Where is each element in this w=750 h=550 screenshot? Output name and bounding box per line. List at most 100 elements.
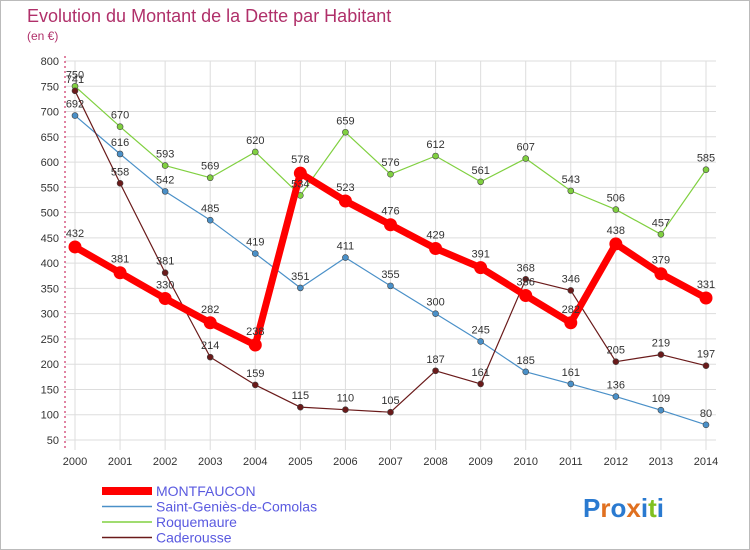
data-point <box>342 254 349 261</box>
data-point <box>522 155 530 162</box>
data-point <box>248 338 262 352</box>
data-point <box>206 353 214 361</box>
data-point <box>71 112 79 119</box>
x-tick-label: 2011 <box>559 456 583 468</box>
data-labels: 692 616 542 485 419 351 411 355 300 245 185 161 136 1… <box>66 69 715 420</box>
x-tick-label: 2002 <box>153 456 177 468</box>
data-label: 110 <box>337 393 355 405</box>
data-point <box>609 237 623 251</box>
data-point <box>522 368 530 376</box>
data-point <box>564 316 578 330</box>
legend-label: Saint-Geniès-de-Comolas <box>156 499 317 515</box>
data-point <box>387 170 394 178</box>
data-point <box>297 403 304 411</box>
data-label: 542 <box>156 174 174 186</box>
data-label: 115 <box>292 390 310 402</box>
data-point <box>116 123 124 130</box>
data-label: 282 <box>562 304 580 316</box>
data-label: 616 <box>111 137 129 149</box>
x-tick-label: 2008 <box>423 456 447 468</box>
data-point <box>477 338 484 345</box>
data-point <box>297 284 304 292</box>
data-point <box>432 152 439 160</box>
data-label: 620 <box>246 135 264 147</box>
data-label: 331 <box>697 279 715 291</box>
x-tick-label: 2001 <box>108 456 132 468</box>
data-label: 534 <box>291 178 309 190</box>
data-label: 80 <box>700 408 712 420</box>
data-label: 576 <box>381 157 399 169</box>
legend-label: Roquemaure <box>156 514 237 530</box>
data-point <box>702 362 710 370</box>
data-label: 381 <box>111 254 129 266</box>
data-label: 607 <box>517 142 535 154</box>
data-point <box>612 206 620 213</box>
data-point <box>702 421 710 429</box>
data-label: 432 <box>66 228 84 240</box>
data-label: 429 <box>426 229 444 241</box>
data-label: 161 <box>471 367 489 379</box>
chart-title: Evolution du Montant de la Dette par Hab… <box>27 6 391 26</box>
x-tick-label: 2005 <box>288 456 312 468</box>
data-label: 438 <box>607 225 625 237</box>
y-tick-label: 650 <box>41 132 59 144</box>
data-point <box>519 288 533 302</box>
y-tick-label: 500 <box>41 208 59 220</box>
data-point <box>203 316 217 330</box>
data-label: 245 <box>471 324 489 336</box>
legend-label: MONTFAUCON <box>156 483 256 499</box>
data-point <box>522 276 530 283</box>
x-tick-label: 2014 <box>694 456 718 468</box>
x-tick-label: 2009 <box>468 456 492 468</box>
data-label: 214 <box>201 340 219 352</box>
data-point <box>657 406 665 414</box>
data-label: 485 <box>201 203 219 215</box>
data-point <box>71 87 79 95</box>
axes: 50 100 150 200 250 300 350 400 450 500 550 600 650 70… <box>41 56 718 468</box>
data-label: 585 <box>697 153 715 165</box>
data-point <box>68 240 82 254</box>
data-label: 750 <box>66 69 84 81</box>
data-point <box>161 188 169 195</box>
data-label: 561 <box>471 165 489 177</box>
data-label: 379 <box>652 255 670 267</box>
data-point <box>657 351 665 358</box>
data-point <box>116 150 124 158</box>
y-tick-label: 600 <box>41 157 59 169</box>
data-point <box>477 380 484 388</box>
data-label: 136 <box>607 380 625 392</box>
grid <box>65 60 716 450</box>
data-label: 670 <box>111 110 129 122</box>
x-tick-label: 2012 <box>604 456 628 468</box>
y-tick-label: 700 <box>41 107 59 119</box>
data-label: 197 <box>697 349 715 361</box>
x-tick-label: 2000 <box>63 456 87 468</box>
data-label: 578 <box>291 154 309 166</box>
data-point <box>567 380 575 388</box>
data-point <box>387 282 394 290</box>
data-label: 543 <box>562 174 580 186</box>
x-tick-label: 2003 <box>198 456 222 468</box>
data-label: 659 <box>336 115 354 127</box>
data-point <box>567 187 575 195</box>
y-tick-label: 200 <box>41 359 59 371</box>
data-point <box>161 162 169 169</box>
x-tick-label: 2013 <box>649 456 673 468</box>
data-point <box>654 267 668 281</box>
data-label: 569 <box>201 161 219 173</box>
chart-subtitle: (en €) <box>27 29 58 43</box>
data-point <box>293 166 307 180</box>
data-label: 558 <box>111 166 129 178</box>
data-label: 457 <box>652 217 670 229</box>
data-point <box>338 194 352 208</box>
legend: MONTFAUCONSaint-Geniès-de-ComolasRoquema… <box>102 483 317 546</box>
data-label: 105 <box>381 395 399 407</box>
data-point <box>474 261 488 275</box>
y-tick-label: 250 <box>41 334 59 346</box>
y-tick-label: 350 <box>41 283 59 295</box>
data-label: 330 <box>156 280 174 292</box>
data-label: 612 <box>426 139 444 151</box>
data-label: 381 <box>156 256 174 268</box>
